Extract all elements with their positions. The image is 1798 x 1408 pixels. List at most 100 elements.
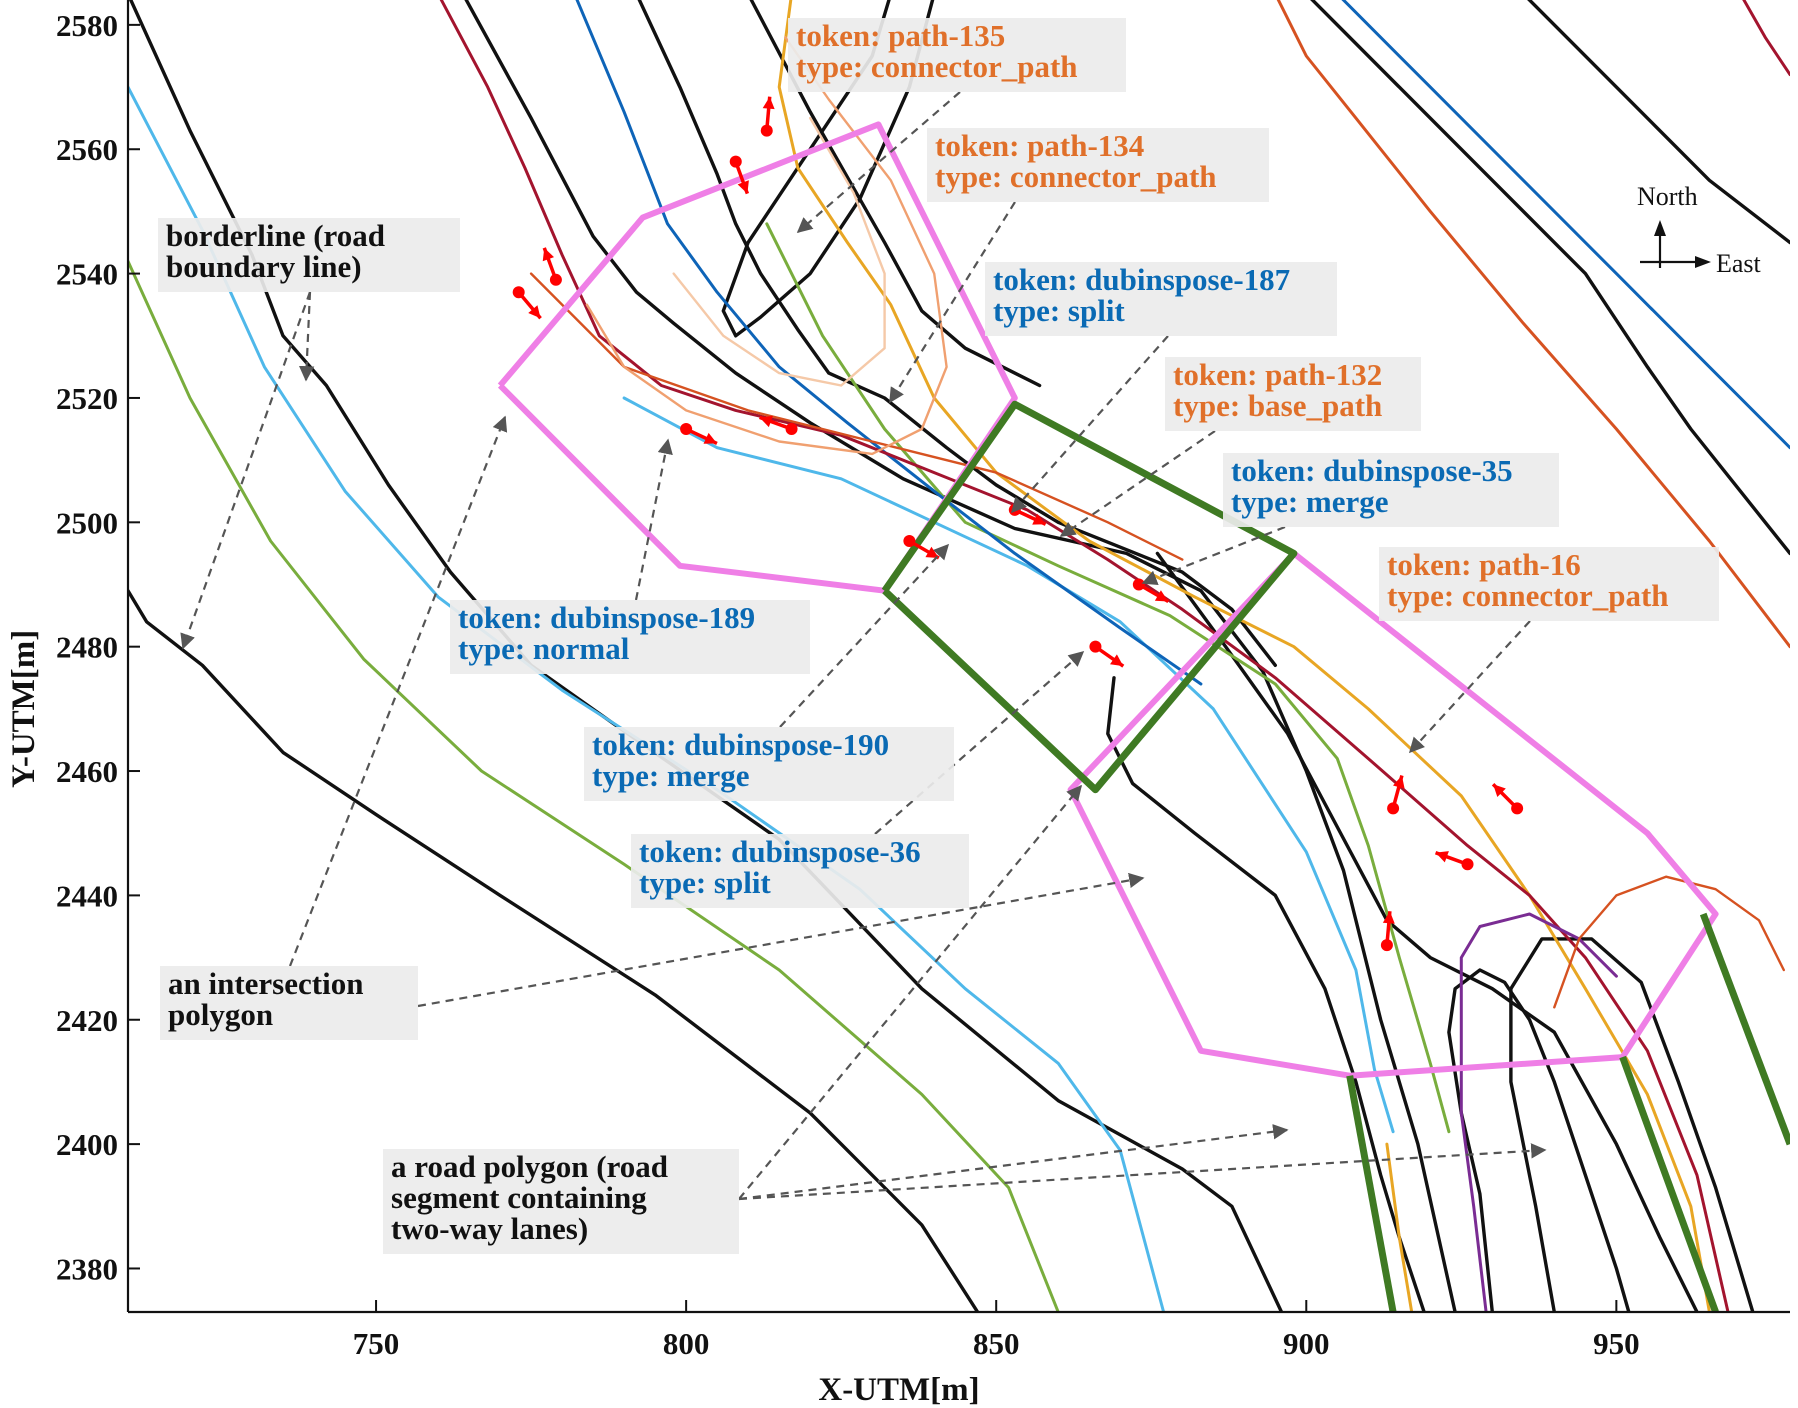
y-tick-label: 2400 [56, 1127, 118, 1162]
annotation-text: a road polygon (road [391, 1149, 668, 1184]
annotation-bg [985, 262, 1337, 336]
waypoint-dot [1511, 802, 1524, 815]
annotation-bg [584, 727, 954, 801]
borderline-line-7 [1155, 551, 1699, 1312]
waypoint-arrowhead [759, 415, 773, 428]
borderline-line-1 [128, 589, 980, 1312]
annotation-bg [160, 966, 418, 1040]
annotation-bg [1165, 357, 1421, 431]
annotation-bg [927, 128, 1269, 202]
waypoint-dot [1380, 939, 1393, 952]
compass-icon: North East [1637, 182, 1762, 278]
annotation-text: token: dubinspose-35 [1231, 453, 1513, 488]
annotation-text: token: dubinspose-190 [592, 727, 889, 762]
lane-line-17 [1341, 0, 1790, 450]
waypoint-dot [512, 286, 525, 299]
waypoint-arrowhead [542, 247, 555, 262]
waypoint-arrowhead [1435, 851, 1449, 863]
waypoint-arrowhead [1382, 911, 1395, 924]
lane-line-21 [439, 0, 1730, 1312]
leader3-road-polygon [738, 784, 1082, 1200]
waypoint-arrowhead [528, 305, 541, 319]
borderline-line-5 [749, 0, 1042, 388]
road-polygon-2 [1619, 1055, 1719, 1312]
x-tick-label: 750 [353, 1326, 400, 1361]
y-tick-label: 2560 [56, 132, 118, 167]
waypoint-dubinspose-189 [680, 423, 718, 445]
lane-line-13 [622, 396, 1395, 1134]
waypoint-dot [1461, 858, 1474, 871]
lane-line-19 [1385, 1142, 1414, 1312]
borderline-line-9 [1527, 0, 1790, 245]
y-tick-label: 2440 [56, 878, 118, 913]
waypoint-dot [760, 124, 773, 137]
lane-line-20 [1276, 0, 1790, 649]
annotation-bg [158, 218, 460, 292]
waypoint-dot [903, 534, 916, 547]
waypoint-dot [729, 155, 742, 168]
waypoint-dot [549, 273, 562, 286]
leader-borderline [298, 291, 315, 382]
waypoint-dot [1132, 578, 1145, 591]
waypoint-wp-top-2 [760, 96, 775, 137]
annotation-text: type: merge [1231, 484, 1389, 519]
y-tick-label: 2580 [56, 8, 118, 43]
leader-layer [180, 91, 1547, 1201]
y-tick-label: 2380 [56, 1251, 118, 1286]
annotation-text: type: merge [592, 758, 750, 793]
leader-path-132 [1059, 430, 1216, 537]
lane-line-24 [1459, 1111, 1488, 1312]
y-axis-title: Y-UTM[m] [6, 630, 42, 788]
annotation-text: boundary line) [166, 249, 362, 284]
waypoint-arrowhead [1032, 513, 1046, 525]
leader-intersection [417, 872, 1145, 1008]
annotation-text: token: path-135 [796, 18, 1005, 53]
leader-path-134 [889, 201, 1016, 404]
annotation-text: token: path-132 [1173, 357, 1382, 392]
compass-north-label: North [1637, 182, 1698, 211]
leader2-road-polygon [738, 1143, 1547, 1201]
annotation-text: type: split [993, 293, 1125, 328]
annotation-bg [450, 600, 810, 674]
x-axis-title: X-UTM[m] [818, 1372, 979, 1408]
waypoint-wp-left-2 [542, 247, 562, 286]
lane-line-18 [777, 0, 1711, 1312]
waypoint-wp-left-1 [512, 286, 542, 320]
annotation-text: token: dubinspose-36 [639, 834, 921, 869]
annotation-text: type: connector_path [796, 49, 1078, 84]
y-tick-label: 2420 [56, 1003, 118, 1038]
path-135-line-27 [672, 116, 886, 387]
lane-line-14 [128, 259, 1060, 1312]
leader2-borderline [180, 291, 312, 650]
annotation-bg [788, 18, 1126, 92]
waypoint-wp-mid-1 [759, 415, 798, 436]
lane-line-16 [575, 0, 1203, 686]
waypoint-arrowhead [762, 96, 775, 110]
waypoint-dot [785, 423, 798, 436]
leader-dubinspose-187 [1010, 335, 1169, 514]
waypoint-arrowhead [1110, 654, 1124, 667]
polygon-layer [497, 121, 1790, 1312]
annotation-text: token: path-16 [1387, 547, 1581, 582]
annotation-text: polygon [168, 997, 273, 1032]
waypoint-dubinspose-35 [1132, 578, 1170, 604]
leader-path-135 [796, 91, 961, 234]
waypoint-arrowhead [1493, 784, 1506, 798]
compass-east-label: East [1716, 249, 1762, 278]
path-134-line-26 [585, 36, 948, 456]
annotation-text: token: path-134 [935, 128, 1144, 163]
annotation-text: an intersection [168, 966, 363, 1001]
waypoint-wp-right-2 [1434, 851, 1474, 871]
road-polygon-0 [881, 400, 1298, 794]
